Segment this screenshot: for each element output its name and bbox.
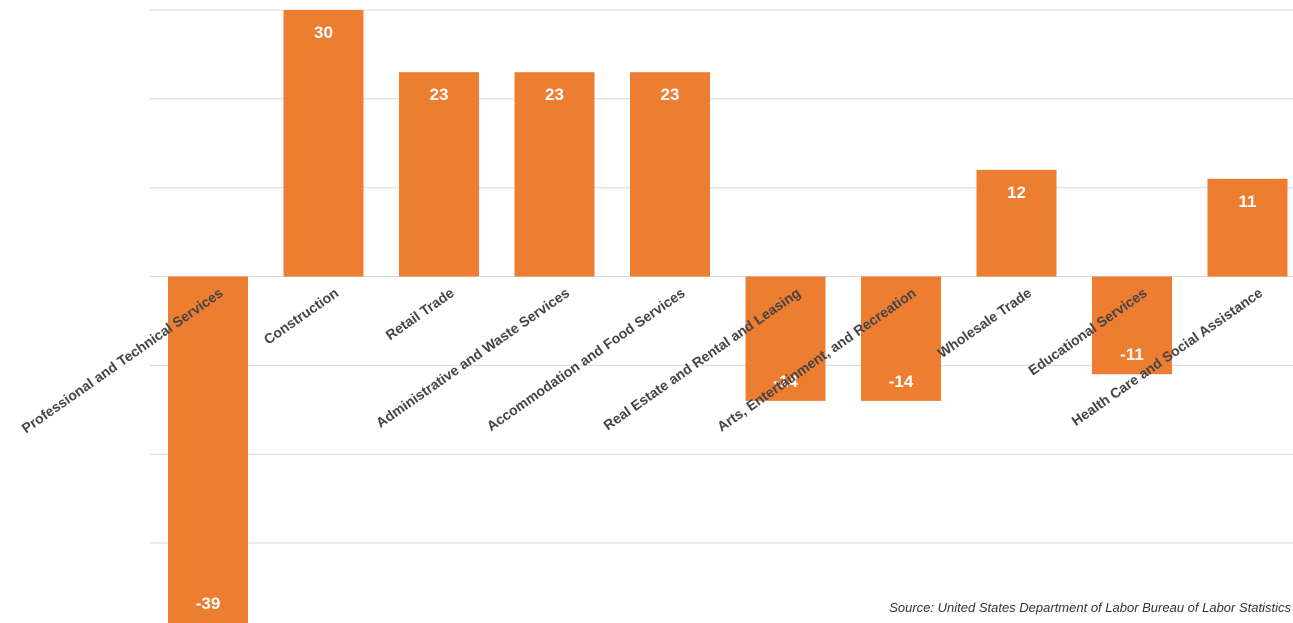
category-label: Accommodation and Food Services bbox=[484, 284, 688, 434]
bar-value-label: 12 bbox=[1007, 183, 1026, 202]
category-label: Construction bbox=[261, 284, 342, 347]
bar bbox=[283, 10, 364, 277]
bar bbox=[1207, 178, 1288, 277]
source-note: Source: United States Department of Labo… bbox=[889, 600, 1291, 615]
data-labels: -39 30 23 23 23 -14 -14 12 -11 11 bbox=[196, 23, 1257, 613]
bar bbox=[976, 169, 1057, 277]
bar bbox=[514, 72, 595, 277]
bar-value-label: -14 bbox=[773, 372, 798, 391]
bar bbox=[861, 276, 941, 401]
category-label: Wholesale Trade bbox=[935, 284, 1035, 361]
bar bbox=[168, 276, 248, 623]
bar-value-label: 11 bbox=[1239, 192, 1257, 211]
category-label: Retail Trade bbox=[382, 284, 456, 343]
bars bbox=[168, 10, 1288, 623]
bar bbox=[630, 72, 710, 277]
bar bbox=[399, 72, 479, 277]
category-label: Administrative and Waste Services bbox=[373, 284, 573, 430]
bar-value-label: -11 bbox=[1120, 345, 1144, 364]
bar-value-label: -39 bbox=[196, 594, 221, 613]
bar-value-label: 23 bbox=[661, 85, 680, 104]
bar bbox=[1092, 276, 1172, 375]
bar-value-label: 30 bbox=[314, 23, 333, 42]
bar-value-label: -14 bbox=[889, 372, 914, 391]
bar-value-label: 23 bbox=[545, 85, 564, 104]
bar-value-label: 23 bbox=[430, 85, 449, 104]
bar bbox=[745, 276, 826, 401]
